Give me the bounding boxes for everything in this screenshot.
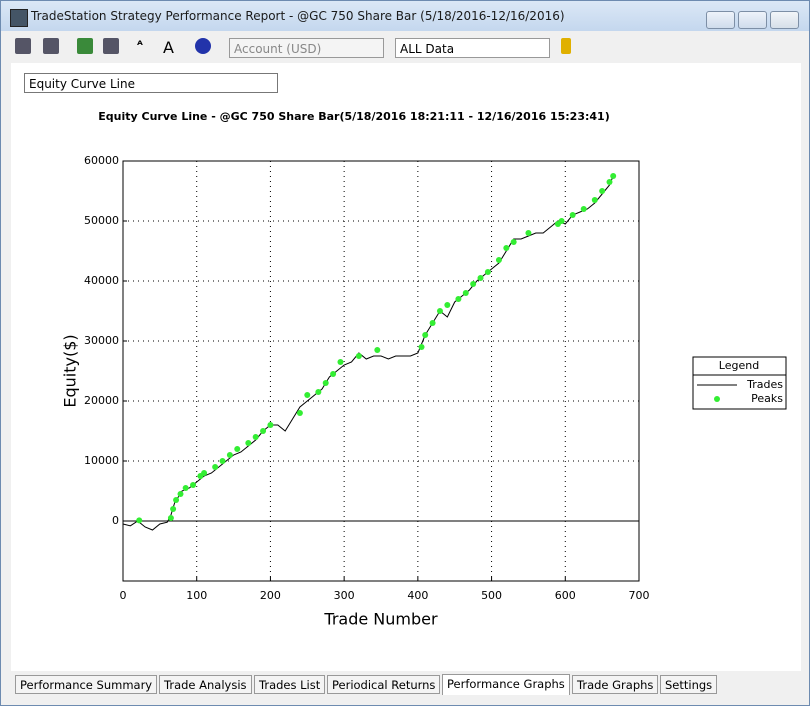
y-tick-label: 50000 <box>84 214 119 227</box>
peak-point <box>462 290 469 296</box>
tab[interactable]: Trades List <box>254 675 326 694</box>
peak-point <box>260 428 267 434</box>
peak-point <box>267 422 274 428</box>
maximize-button[interactable] <box>738 11 767 29</box>
chart: Equity Curve Line - @GC 750 Share Bar(5/… <box>61 110 787 629</box>
peak-point <box>245 440 252 446</box>
peak-point <box>170 506 177 512</box>
peak-point <box>510 239 517 245</box>
y-tick-label: 30000 <box>84 334 119 347</box>
peak-point <box>330 371 337 377</box>
data-combo[interactable]: ALL Data <box>395 38 550 58</box>
x-tick-label: 0 <box>120 589 127 602</box>
app-icon <box>10 9 28 27</box>
tab[interactable]: Performance Graphs <box>442 674 570 695</box>
peak-point <box>429 320 436 326</box>
report-panel: Equity Curve Line Equity Curve Line - @G… <box>11 63 801 671</box>
peak-point <box>219 458 226 464</box>
peak-point <box>304 392 311 398</box>
account-combo[interactable]: Account (USD) <box>229 38 384 58</box>
peak-point <box>226 452 233 458</box>
peak-point <box>212 464 219 470</box>
view-combo[interactable]: Equity Curve Line <box>24 73 278 93</box>
font-smaller-button[interactable]: ᴬ <box>137 38 143 52</box>
legend-title: Legend <box>719 359 759 372</box>
peak-point <box>234 446 241 452</box>
legend-label: Peaks <box>751 392 783 405</box>
equity-line <box>122 175 614 531</box>
x-tick-label: 600 <box>555 589 576 602</box>
y-tick-label: 60000 <box>84 154 119 167</box>
peak-point <box>252 434 259 440</box>
peak-point <box>477 275 484 281</box>
y-tick-label: 20000 <box>84 394 119 407</box>
toolbar: ᴬ A <box>9 34 801 62</box>
plot-area <box>122 160 640 582</box>
peak-point <box>418 344 425 350</box>
peak-point <box>201 470 208 476</box>
help-button[interactable] <box>561 38 571 54</box>
minimize-button[interactable] <box>706 11 735 29</box>
tab[interactable]: Settings <box>660 675 718 694</box>
peak-point <box>190 482 197 488</box>
peak-point <box>436 308 443 314</box>
x-tick-label: 400 <box>407 589 428 602</box>
save-button[interactable] <box>15 38 31 54</box>
peak-point <box>182 485 189 491</box>
x-axis-label: Trade Number <box>323 610 438 629</box>
peak-point <box>503 245 510 251</box>
legend-box <box>692 356 787 410</box>
tab[interactable]: Periodical Returns <box>327 675 441 694</box>
title-bar: TradeStation Strategy Performance Report… <box>1 1 809 31</box>
peak-point <box>455 296 462 302</box>
legend-label: Trades <box>746 378 783 391</box>
y-tick-label: 40000 <box>84 274 119 287</box>
peak-point <box>322 380 329 386</box>
peak-point <box>374 347 381 353</box>
peak-point <box>569 212 576 218</box>
x-tick-label: 700 <box>629 589 650 602</box>
tab[interactable]: Trade Graphs <box>572 675 659 694</box>
peak-point <box>484 269 491 275</box>
y-axis-label: Equity($) <box>61 334 80 407</box>
tab[interactable]: Performance Summary <box>15 675 158 694</box>
peak-point <box>580 206 587 212</box>
peak-point <box>599 188 606 194</box>
peak-point <box>173 497 180 503</box>
peak-point <box>136 517 143 524</box>
peak-point <box>591 197 598 203</box>
peak-point <box>177 491 184 497</box>
peak-point <box>558 218 565 224</box>
print-button[interactable] <box>43 38 59 54</box>
peak-point <box>495 257 502 263</box>
peak-point <box>606 179 613 185</box>
peak-point <box>167 515 174 521</box>
target-button[interactable] <box>195 38 211 54</box>
chart-title: Equity Curve Line - @GC 750 Share Bar(5/… <box>98 110 609 123</box>
tab[interactable]: Trade Analysis <box>159 675 252 694</box>
window-title: TradeStation Strategy Performance Report… <box>31 9 565 23</box>
x-tick-label: 300 <box>334 589 355 602</box>
y-tick-label: 0 <box>112 514 119 527</box>
x-tick-label: 500 <box>481 589 502 602</box>
properties-button[interactable] <box>103 38 119 54</box>
x-tick-label: 100 <box>186 589 207 602</box>
peak-point <box>315 389 322 395</box>
peak-point <box>355 353 362 359</box>
close-button[interactable] <box>770 11 799 29</box>
peak-point <box>337 359 344 365</box>
legend-swatch <box>714 396 720 402</box>
peak-point <box>444 302 451 308</box>
refresh-button[interactable] <box>77 38 93 54</box>
y-tick-label: 10000 <box>84 454 119 467</box>
peak-point <box>525 230 532 236</box>
peak-point <box>610 173 617 179</box>
x-tick-label: 200 <box>260 589 281 602</box>
peak-point <box>470 281 477 287</box>
peak-point <box>296 410 303 416</box>
font-larger-button[interactable]: A <box>163 38 174 57</box>
peak-point <box>422 332 429 338</box>
